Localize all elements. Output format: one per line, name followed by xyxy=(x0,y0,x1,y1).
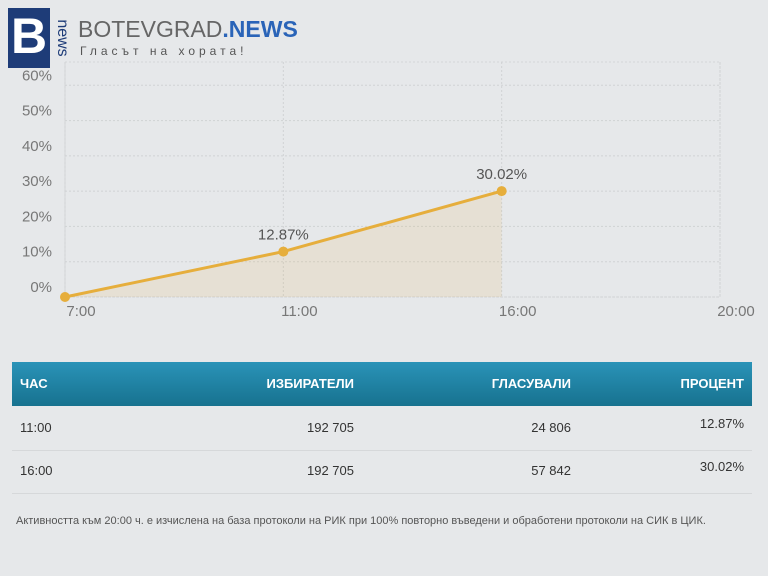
x-tick-label: 16:00 xyxy=(499,303,537,320)
y-tick-label: 50% xyxy=(22,103,52,120)
table-cell: 192 705 xyxy=(307,420,354,435)
note: Активността към 20:00 ч. е изчислена на … xyxy=(16,515,706,527)
table-cell: 12.87% xyxy=(699,416,744,431)
row-separator xyxy=(12,450,752,451)
logo-box xyxy=(8,8,50,68)
point xyxy=(496,186,507,197)
chart: B news BOTEVGRAD.NEWS Гласът на хората! … xyxy=(8,8,755,320)
header-cell: ИЗБИРАТЕЛИ xyxy=(266,376,354,391)
table-cell: 192 705 xyxy=(307,463,354,478)
table-cell: 30.02% xyxy=(699,459,744,474)
table-cell: 57 842 xyxy=(531,463,571,478)
x-tick-label: 20:00 xyxy=(717,303,755,320)
table-cell: 11:00 xyxy=(20,420,52,435)
y-tick-label: 40% xyxy=(22,138,52,155)
table-cell: 16:00 xyxy=(20,463,53,478)
y-tick-label: 0% xyxy=(30,279,52,296)
x-tick-label: 11:00 xyxy=(281,303,317,320)
y-tick-label: 10% xyxy=(22,244,52,261)
logo-name: BOTEVGRAD xyxy=(78,16,222,42)
logo-side: news xyxy=(54,19,71,56)
y-tick-label: 20% xyxy=(22,208,52,225)
table-header-bar xyxy=(12,362,752,406)
row-separator xyxy=(12,493,752,494)
y-tick-label: 60% xyxy=(22,67,52,84)
header-cell: ПРОЦЕНТ xyxy=(680,376,744,391)
logo-letter: B xyxy=(11,8,47,64)
value-label: 30.02% xyxy=(476,166,527,183)
area xyxy=(65,191,502,297)
y-tick-label: 30% xyxy=(22,173,52,190)
point xyxy=(60,292,70,302)
table-cell: 24 806 xyxy=(531,420,571,435)
x-tick-label: 7:00 xyxy=(66,303,95,320)
header-cell: ГЛАСУВАЛИ xyxy=(491,376,571,391)
value-label: 12.87% xyxy=(258,227,309,244)
logo-tagline: Гласът на хората! xyxy=(80,44,247,58)
logo-domain: .NEWS xyxy=(222,16,297,42)
header-cell: ЧАС xyxy=(20,376,48,391)
logo-title: BOTEVGRAD.NEWS xyxy=(78,16,298,42)
point xyxy=(278,246,289,257)
